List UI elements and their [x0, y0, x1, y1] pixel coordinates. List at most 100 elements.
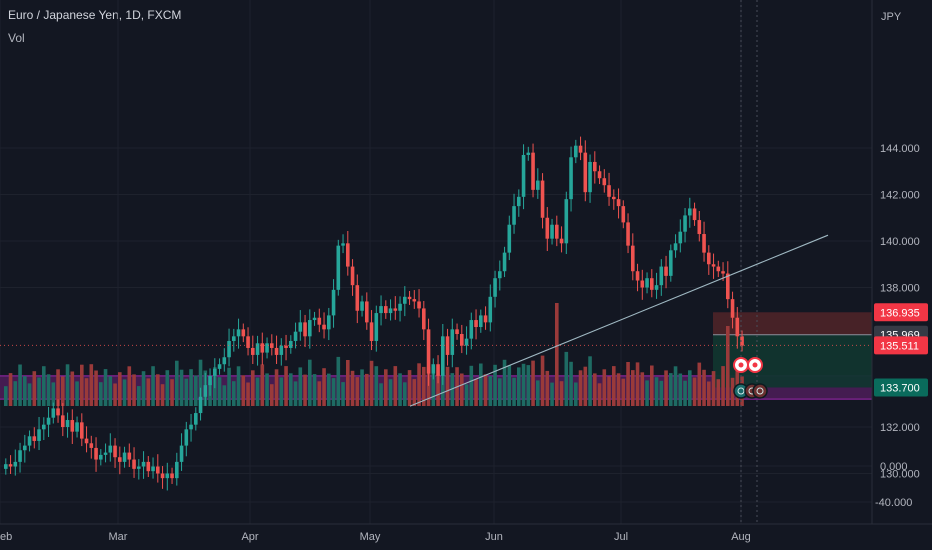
volume-bar	[23, 376, 27, 406]
volume-bar	[170, 379, 174, 406]
candle-body	[236, 329, 241, 337]
candle-body	[170, 473, 174, 479]
candle-body	[132, 459, 136, 469]
candle-body	[279, 345, 284, 355]
currency-label: JPY	[881, 11, 902, 23]
candle-body	[730, 299, 735, 318]
volume-bar	[32, 371, 37, 406]
candle-body	[13, 461, 18, 467]
volume-bar	[521, 363, 526, 406]
candle-body	[716, 266, 721, 272]
volume-bar	[103, 369, 108, 406]
volume-bar	[165, 370, 170, 406]
candle-body	[141, 461, 146, 467]
stop-loss-zone	[713, 312, 872, 335]
candle-body	[479, 315, 483, 328]
volume-bar	[293, 381, 298, 406]
candle-body	[227, 340, 231, 358]
candle-body	[355, 285, 360, 311]
candle-body	[198, 396, 203, 414]
candle-body	[574, 145, 578, 158]
volume-bar	[441, 372, 445, 406]
volume-bar	[4, 386, 8, 406]
volume-bar	[241, 375, 246, 406]
volume-bar	[436, 374, 440, 406]
time-tick-label: Mar	[109, 531, 128, 543]
volume-bar	[469, 365, 474, 406]
volume-bar	[99, 382, 103, 406]
volume-bar	[108, 376, 113, 406]
dividend-marker-ring-icon	[737, 387, 745, 395]
price-tick-label: 140.000	[880, 236, 920, 248]
volume-bar	[365, 373, 369, 406]
candle-body	[217, 364, 222, 369]
volume-bar	[692, 377, 697, 406]
candle-body	[89, 443, 94, 448]
volume-bar	[260, 364, 265, 406]
volume-bar	[308, 359, 312, 406]
candle-body	[498, 271, 502, 279]
time-axis[interactable]: eb Mar Apr May Jun Jul Aug	[0, 523, 932, 543]
volume-bar	[398, 373, 402, 406]
price-tick-label: 138.000	[880, 283, 920, 295]
volume-bar	[721, 366, 725, 406]
volume-bar	[156, 374, 160, 406]
event-flag-dot-icon	[738, 362, 744, 368]
volume-bar	[650, 365, 654, 406]
candle-body	[654, 285, 659, 290]
volume-bar	[464, 384, 469, 406]
volume-bar	[113, 383, 117, 406]
candle-body	[640, 280, 645, 288]
volume-bar	[578, 370, 583, 406]
volume-bar	[540, 355, 545, 406]
volume-bar	[493, 364, 497, 406]
candle-body	[113, 445, 117, 458]
trendline	[409, 234, 829, 407]
volume-bar	[80, 364, 84, 406]
candle-body	[331, 289, 336, 316]
volume-bar	[179, 369, 184, 406]
candle-body	[407, 296, 412, 300]
volume-bar	[479, 363, 483, 406]
candle-body	[346, 243, 350, 267]
volume-bar	[350, 370, 355, 406]
volume-bar	[194, 375, 198, 406]
candle-body	[569, 157, 573, 200]
volume-bar	[355, 377, 360, 406]
symbol-title[interactable]: Euro / Japanese Yen, 1D, FXCM	[8, 8, 182, 22]
volume-bar	[626, 362, 630, 406]
candle-body	[721, 271, 725, 274]
volume-bar	[246, 382, 250, 406]
time-tick-label: Apr	[241, 531, 258, 543]
candle-body	[46, 417, 51, 425]
volume-bar	[645, 380, 649, 406]
candle-body	[146, 461, 151, 472]
candle-body	[445, 336, 450, 355]
volume-bar	[379, 383, 383, 406]
candle-body	[683, 215, 687, 232]
volume-bar	[616, 373, 621, 406]
volume-bar	[688, 370, 692, 406]
candle-body	[293, 331, 298, 341]
candle-body	[56, 408, 60, 416]
volume-bar	[488, 376, 493, 406]
volume-bar	[255, 377, 260, 406]
volume-bar	[122, 379, 127, 406]
candle-body	[118, 457, 122, 462]
time-tick-label: May	[360, 531, 381, 543]
candle-body	[336, 245, 341, 290]
volume-bar	[284, 366, 288, 406]
volume-bar	[13, 381, 18, 406]
volume-bar	[716, 379, 721, 406]
candle-body	[583, 152, 588, 193]
candle-body	[75, 422, 79, 432]
volume-indicator-label[interactable]: Vol	[8, 31, 25, 45]
candle-body	[540, 180, 545, 218]
volume-bar	[151, 366, 155, 406]
volume-bar	[270, 384, 274, 406]
volume-bar	[312, 374, 317, 406]
volume-bar	[569, 361, 573, 406]
volume-bar	[711, 371, 716, 406]
price-axis[interactable]: 144.000 142.000 140.000 138.000 132.000 130.0…	[871, 0, 928, 524]
